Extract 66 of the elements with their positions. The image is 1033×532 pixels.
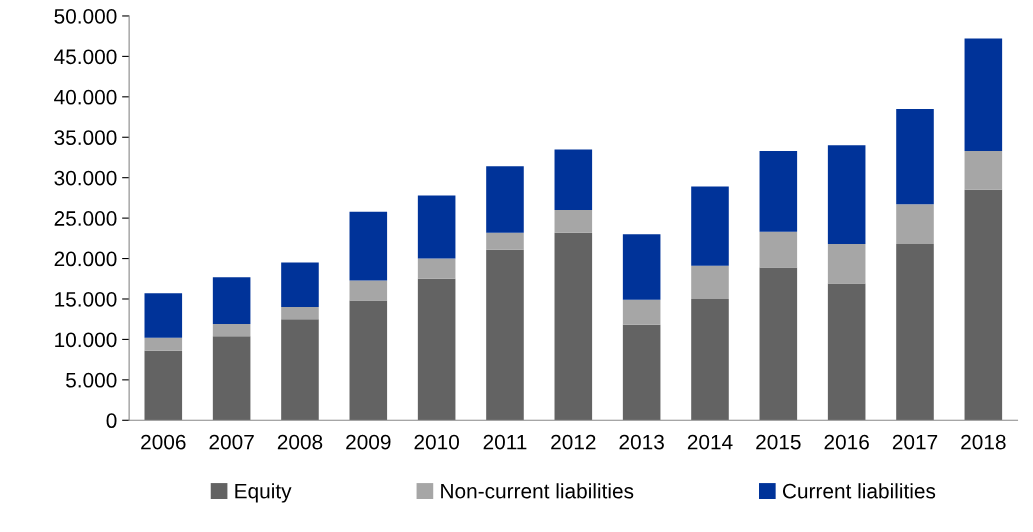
bar bbox=[964, 38, 1003, 151]
bar bbox=[827, 145, 866, 244]
x-tick-label: 2014 bbox=[687, 434, 733, 450]
legend-label: Equity bbox=[235, 483, 292, 503]
bar bbox=[554, 149, 593, 211]
legend-label: Current liabilities bbox=[782, 483, 936, 499]
x-tick-label: 2010 bbox=[414, 434, 459, 450]
x-tick-label: 2012 bbox=[551, 434, 596, 450]
legend-label: Non-current liabilities bbox=[441, 483, 634, 499]
y-tick-label: 10.000 bbox=[55, 332, 117, 348]
y-tick-label: 15.000 bbox=[55, 291, 117, 307]
bar bbox=[417, 258, 456, 279]
bar bbox=[691, 186, 729, 266]
bar bbox=[281, 319, 319, 421]
bar bbox=[964, 151, 1003, 190]
bar bbox=[622, 324, 661, 421]
x-tick-label: 2015 bbox=[756, 434, 801, 450]
bar bbox=[622, 299, 661, 325]
bar bbox=[212, 336, 251, 421]
bar bbox=[827, 283, 866, 421]
x-tick-label: 2007 bbox=[209, 434, 254, 450]
y-tick-label: 25.000 bbox=[54, 211, 117, 226]
y-tick-label: 5.000 bbox=[66, 372, 117, 388]
bar bbox=[212, 324, 251, 337]
bar bbox=[827, 244, 866, 284]
x-tick-label: 2017 bbox=[892, 434, 938, 450]
bar bbox=[554, 210, 593, 233]
x-tick-label: 2018 bbox=[961, 434, 1006, 450]
bar bbox=[417, 195, 456, 259]
y-tick-label: 35.000 bbox=[54, 130, 117, 146]
bar bbox=[486, 232, 524, 250]
bar bbox=[417, 278, 456, 421]
y-tick-label: 40.000 bbox=[54, 89, 117, 105]
y-tick-label: 0 bbox=[106, 413, 117, 429]
y-tick-label: 20.000 bbox=[54, 251, 117, 267]
y-tick-label: 50.000 bbox=[54, 8, 117, 24]
bar bbox=[896, 244, 934, 421]
y-tick-label: 30.000 bbox=[54, 170, 117, 186]
x-tick-label: 2011 bbox=[483, 434, 527, 450]
bar bbox=[212, 277, 251, 325]
bar bbox=[759, 151, 798, 232]
bar bbox=[486, 166, 524, 233]
bar bbox=[554, 232, 593, 421]
bar bbox=[349, 211, 388, 281]
y-tick-label: 45.000 bbox=[54, 49, 117, 65]
bar bbox=[349, 280, 388, 301]
x-tick-label: 2009 bbox=[346, 434, 391, 450]
bar bbox=[896, 108, 934, 205]
bar bbox=[144, 337, 183, 351]
bar bbox=[691, 298, 729, 421]
bar bbox=[486, 249, 524, 421]
bar bbox=[759, 231, 798, 268]
bar bbox=[144, 350, 183, 421]
bar bbox=[896, 204, 934, 244]
bar bbox=[281, 262, 319, 308]
x-tick-label: 2006 bbox=[141, 434, 186, 450]
x-tick-label: 2016 bbox=[824, 434, 869, 450]
x-tick-label: 2008 bbox=[277, 434, 323, 450]
bar bbox=[144, 293, 183, 338]
bar bbox=[964, 189, 1003, 421]
bar bbox=[349, 300, 388, 421]
bar bbox=[622, 234, 661, 300]
bar bbox=[281, 307, 319, 320]
x-tick-label: 2013 bbox=[619, 434, 664, 450]
bar bbox=[759, 267, 798, 421]
bar bbox=[691, 265, 729, 299]
